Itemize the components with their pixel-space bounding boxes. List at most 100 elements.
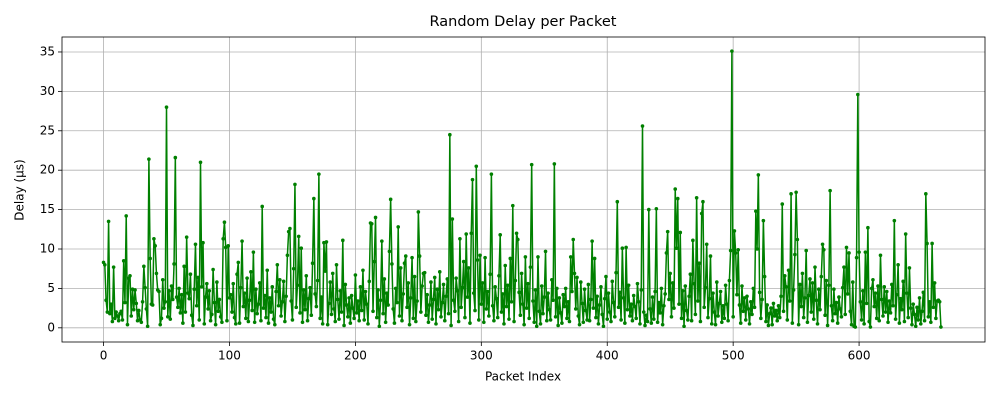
- data-point: [692, 281, 696, 286]
- data-point: [410, 255, 414, 260]
- data-point: [274, 289, 278, 294]
- data-point: [518, 313, 523, 318]
- data-point: [775, 318, 780, 323]
- data-point: [500, 292, 505, 296]
- data-point: [378, 298, 383, 303]
- data-point: [623, 321, 627, 325]
- data-point: [556, 323, 560, 328]
- data-point: [571, 237, 576, 242]
- data-point: [898, 296, 903, 301]
- data-point: [201, 240, 205, 245]
- data-point: [853, 325, 858, 329]
- data-point: [689, 318, 694, 323]
- data-point: [572, 271, 577, 276]
- data-point: [586, 282, 591, 287]
- data-point: [324, 240, 329, 244]
- data-point: [193, 242, 198, 247]
- data-point: [550, 277, 554, 282]
- plot-area: [62, 37, 985, 342]
- data-point: [226, 244, 231, 248]
- data-point: [343, 282, 348, 287]
- y-tick-label: 30: [40, 84, 55, 98]
- data-point: [859, 318, 864, 322]
- data-point: [275, 262, 280, 267]
- data-point: [426, 320, 431, 325]
- data-point: [918, 322, 923, 326]
- data-point: [611, 300, 616, 305]
- data-point: [425, 292, 429, 297]
- data-point: [558, 311, 563, 315]
- data-point: [575, 275, 579, 280]
- axes-frame: [61, 36, 986, 343]
- data-point: [934, 316, 938, 321]
- data-point: [103, 262, 107, 267]
- data-point: [644, 313, 649, 318]
- data-point: [305, 318, 310, 323]
- data-point: [829, 303, 834, 308]
- data-point: [474, 164, 479, 169]
- data-point: [199, 285, 204, 289]
- data-point: [206, 307, 210, 311]
- data-point: [612, 314, 617, 319]
- data-point: [215, 280, 219, 284]
- data-point: [895, 292, 899, 297]
- data-point: [561, 292, 565, 297]
- data-point: [144, 307, 149, 311]
- data-point: [233, 322, 238, 326]
- data-point: [555, 286, 559, 291]
- x-tick-label: 0: [100, 349, 108, 363]
- data-point: [738, 321, 743, 325]
- data-point: [271, 317, 276, 321]
- data-point: [406, 281, 411, 285]
- data-point: [897, 321, 902, 325]
- data-point: [237, 321, 242, 325]
- data-point: [409, 296, 413, 300]
- data-point: [562, 304, 567, 309]
- data-point: [160, 277, 165, 282]
- data-point: [527, 316, 531, 321]
- data-point: [886, 320, 890, 325]
- data-point: [607, 310, 612, 314]
- data-point: [373, 215, 378, 220]
- data-point: [497, 273, 501, 278]
- data-line: [102, 50, 942, 328]
- data-point: [580, 301, 584, 306]
- data-point: [371, 309, 375, 314]
- data-point: [704, 242, 709, 247]
- data-point: [232, 315, 237, 320]
- data-point: [176, 305, 180, 310]
- data-point: [599, 285, 603, 289]
- data-point: [639, 288, 644, 292]
- data-point: [929, 320, 933, 325]
- data-point: [172, 262, 176, 266]
- data-point: [154, 271, 159, 276]
- data-point: [514, 231, 519, 236]
- data-point: [476, 318, 481, 322]
- data-point: [932, 281, 937, 285]
- data-point: [183, 310, 188, 314]
- data-point: [814, 298, 819, 303]
- data-point: [766, 323, 771, 328]
- data-point: [150, 303, 155, 307]
- data-point: [905, 291, 909, 295]
- data-point: [330, 271, 335, 276]
- y-axis-label: Delay (μs): [13, 159, 27, 220]
- data-point: [595, 294, 599, 299]
- data-point: [449, 323, 453, 328]
- data-point: [265, 268, 270, 273]
- data-point: [736, 247, 740, 252]
- data-point: [332, 307, 336, 311]
- data-point: [402, 261, 407, 265]
- data-point: [191, 323, 195, 328]
- data-point: [313, 292, 317, 296]
- data-point: [680, 288, 685, 293]
- data-point: [660, 322, 665, 327]
- data-point: [249, 270, 253, 274]
- data-point: [674, 246, 679, 251]
- data-point: [221, 236, 225, 241]
- data-point: [212, 300, 217, 305]
- x-axis-label: Packet Index: [485, 370, 561, 384]
- data-point: [868, 325, 873, 329]
- data-point: [606, 291, 611, 295]
